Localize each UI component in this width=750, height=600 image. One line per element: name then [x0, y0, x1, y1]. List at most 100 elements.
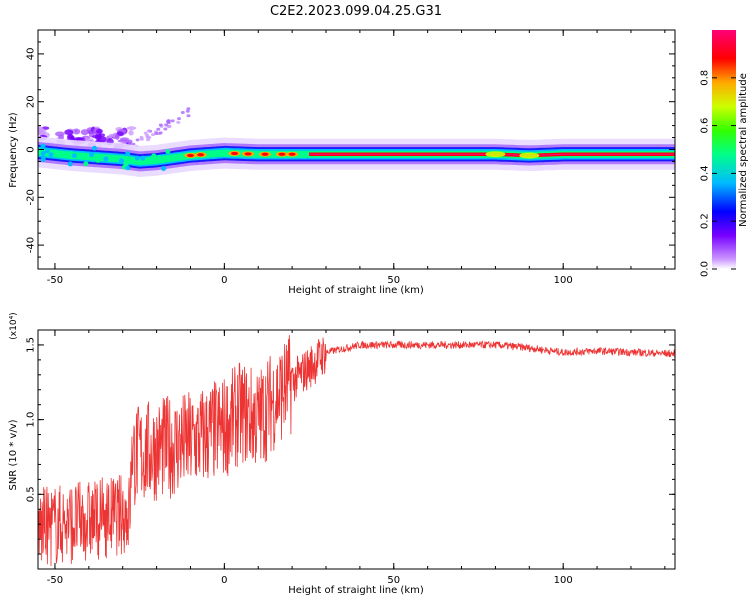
- spectrogram-noise-blob: [158, 131, 163, 135]
- snr-series-line: [38, 335, 675, 566]
- colorbar-ticks: 0.0 0.2 0.4 0.6 0.8: [700, 70, 736, 277]
- spectrogram-y-tick-label: 40: [26, 48, 37, 61]
- spectrogram-blob: [53, 152, 59, 158]
- spectrogram-blob: [156, 155, 162, 161]
- spectrogram-blob: [134, 155, 140, 161]
- spectrogram-y-tick-label: -40: [26, 237, 37, 253]
- spectrogram-blob: [89, 152, 95, 158]
- snr-y-multiplier: (x10⁴): [9, 312, 19, 339]
- snr-y-tick-label: 1.0: [26, 412, 37, 428]
- spectrogram-blob: [161, 165, 167, 171]
- snr-y-axis-label: SNR (10 * v/v): [8, 419, 19, 490]
- spectrogram-noise-blob: [156, 127, 161, 131]
- spectrogram-noise-blob: [80, 129, 89, 136]
- spectrogram-blob: [165, 148, 171, 154]
- spectrogram-patch: [519, 152, 540, 159]
- spectrogram-hotspot: [288, 152, 296, 156]
- spectrogram-blob: [140, 155, 146, 161]
- spectrogram-blob: [48, 152, 54, 158]
- spectrogram-blob: [67, 161, 73, 167]
- spectrogram-noise-blob: [126, 126, 137, 131]
- spectrogram-noise-blob: [128, 141, 133, 145]
- spectrogram-blob: [40, 143, 46, 149]
- spectrogram-blob: [95, 157, 101, 163]
- snr-axes: -50 0 50 100 0.5 1.0 1.5: [26, 330, 675, 586]
- spectrogram-noise-blob: [91, 134, 102, 139]
- spectrogram-noise-blob: [185, 109, 190, 113]
- spectrogram-x-tick-label: 100: [554, 275, 573, 286]
- spectrogram-patch: [485, 151, 506, 158]
- spectrogram-noise-blob: [180, 111, 185, 115]
- spectrogram-noise-blob: [146, 129, 151, 133]
- spectrogram-blob: [40, 150, 46, 156]
- spectrogram-noise-blob: [117, 139, 128, 143]
- spectrogram-blob: [123, 161, 129, 167]
- spectrogram-blob: [125, 165, 131, 171]
- spectrogram-marks: [38, 107, 675, 177]
- spectrogram-noise-blob: [143, 131, 148, 135]
- colorbar-label: Normalized spectral amplitude: [738, 73, 749, 227]
- chart-title: C2E2.2023.099.04.25.G31: [270, 4, 442, 19]
- spectrogram-y-tick-label: -20: [26, 189, 37, 205]
- spectrogram-blob: [44, 148, 50, 154]
- spectrogram-blob: [118, 159, 124, 165]
- colorbar-tick-label: 0.6: [700, 118, 711, 134]
- spectrogram-hotspot: [186, 153, 194, 158]
- spectrogram-noise-blob: [163, 127, 168, 131]
- spectrogram-band: [38, 148, 675, 165]
- spectrogram-hotspot: [278, 152, 286, 156]
- spectrogram-noise-blob: [176, 120, 181, 124]
- spectrogram-x-axis-label: Height of straight line (km): [288, 285, 424, 296]
- spectrogram-x-tick-label: 50: [387, 275, 400, 286]
- snr-frame: [37, 329, 676, 570]
- spectrogram-noise-blob: [186, 114, 191, 118]
- snr-x-tick-label: 100: [554, 575, 573, 586]
- spectrogram-x-tick-label: 0: [221, 275, 227, 286]
- spectrogram-blob: [125, 151, 131, 157]
- spectrogram-noise-blob: [154, 131, 159, 135]
- spectrogram-noise-blob: [135, 138, 140, 142]
- snr-x-tick-label: 0: [221, 575, 227, 586]
- snr-marks: [38, 335, 675, 566]
- colorbar-gradient: [712, 30, 736, 269]
- spectrogram-y-tick-label: 20: [26, 95, 37, 108]
- snr-y-tick-label: 0.5: [26, 486, 37, 502]
- snr-y-tick-label: 1.5: [26, 337, 37, 353]
- spectrogram-hotspot: [197, 153, 205, 157]
- colorbar-tick-label: 0.0: [700, 261, 711, 277]
- spectrogram-blob: [71, 153, 77, 159]
- snr-x-tick-label: -50: [47, 575, 63, 586]
- spectrogram-axes: -50 0 50 100 -40 -20 0 20 40: [26, 30, 675, 286]
- spectrogram-noise-blob: [177, 117, 182, 121]
- spectrogram-noise-blob: [170, 119, 175, 123]
- spectrogram-noise-blob: [58, 134, 64, 140]
- spectrogram-noise-blob: [139, 137, 144, 141]
- spectrogram-hotspot: [261, 152, 269, 156]
- spectrogram-noise-blob: [38, 126, 44, 133]
- spectrogram-noise-blob: [145, 133, 150, 137]
- spectrogram-blob: [92, 145, 98, 151]
- spectrogram-blob: [40, 156, 46, 162]
- spectrogram-noise-blob: [109, 133, 114, 138]
- spectrogram-noise-blob: [166, 120, 171, 124]
- snr-panel: -50 0 50 100 0.5 1.0 1.5 Height of straight li…: [8, 312, 676, 596]
- spectrogram-x-tick-label: -50: [47, 275, 63, 286]
- spectrogram-y-tick-label: 0: [26, 146, 37, 152]
- spectrogram-noise-blob: [186, 107, 191, 111]
- spectrogram-noise-blob: [96, 128, 103, 134]
- spectrogram-hotspot: [244, 152, 252, 156]
- colorbar-tick-label: 0.2: [700, 213, 711, 229]
- spectrogram-noise-blob: [64, 129, 74, 136]
- spectrogram-noise-blob: [128, 130, 134, 136]
- spectrogram-hotspot: [231, 151, 239, 156]
- colorbar-tick-label: 0.8: [700, 70, 711, 86]
- spectrogram-noise-blob: [164, 123, 169, 127]
- spectrogram-noise-blob: [150, 133, 155, 137]
- spectrogram-noise-blob: [114, 134, 120, 140]
- spectrogram-blob: [103, 156, 109, 162]
- spectrogram-noise-blob: [158, 123, 163, 127]
- colorbar: 0.0 0.2 0.4 0.6 0.8 Normalized spectral ampl…: [700, 30, 749, 277]
- spectrogram-panel: -50 0 50 100 -40 -20 0 20 40 Height of straight …: [8, 29, 676, 296]
